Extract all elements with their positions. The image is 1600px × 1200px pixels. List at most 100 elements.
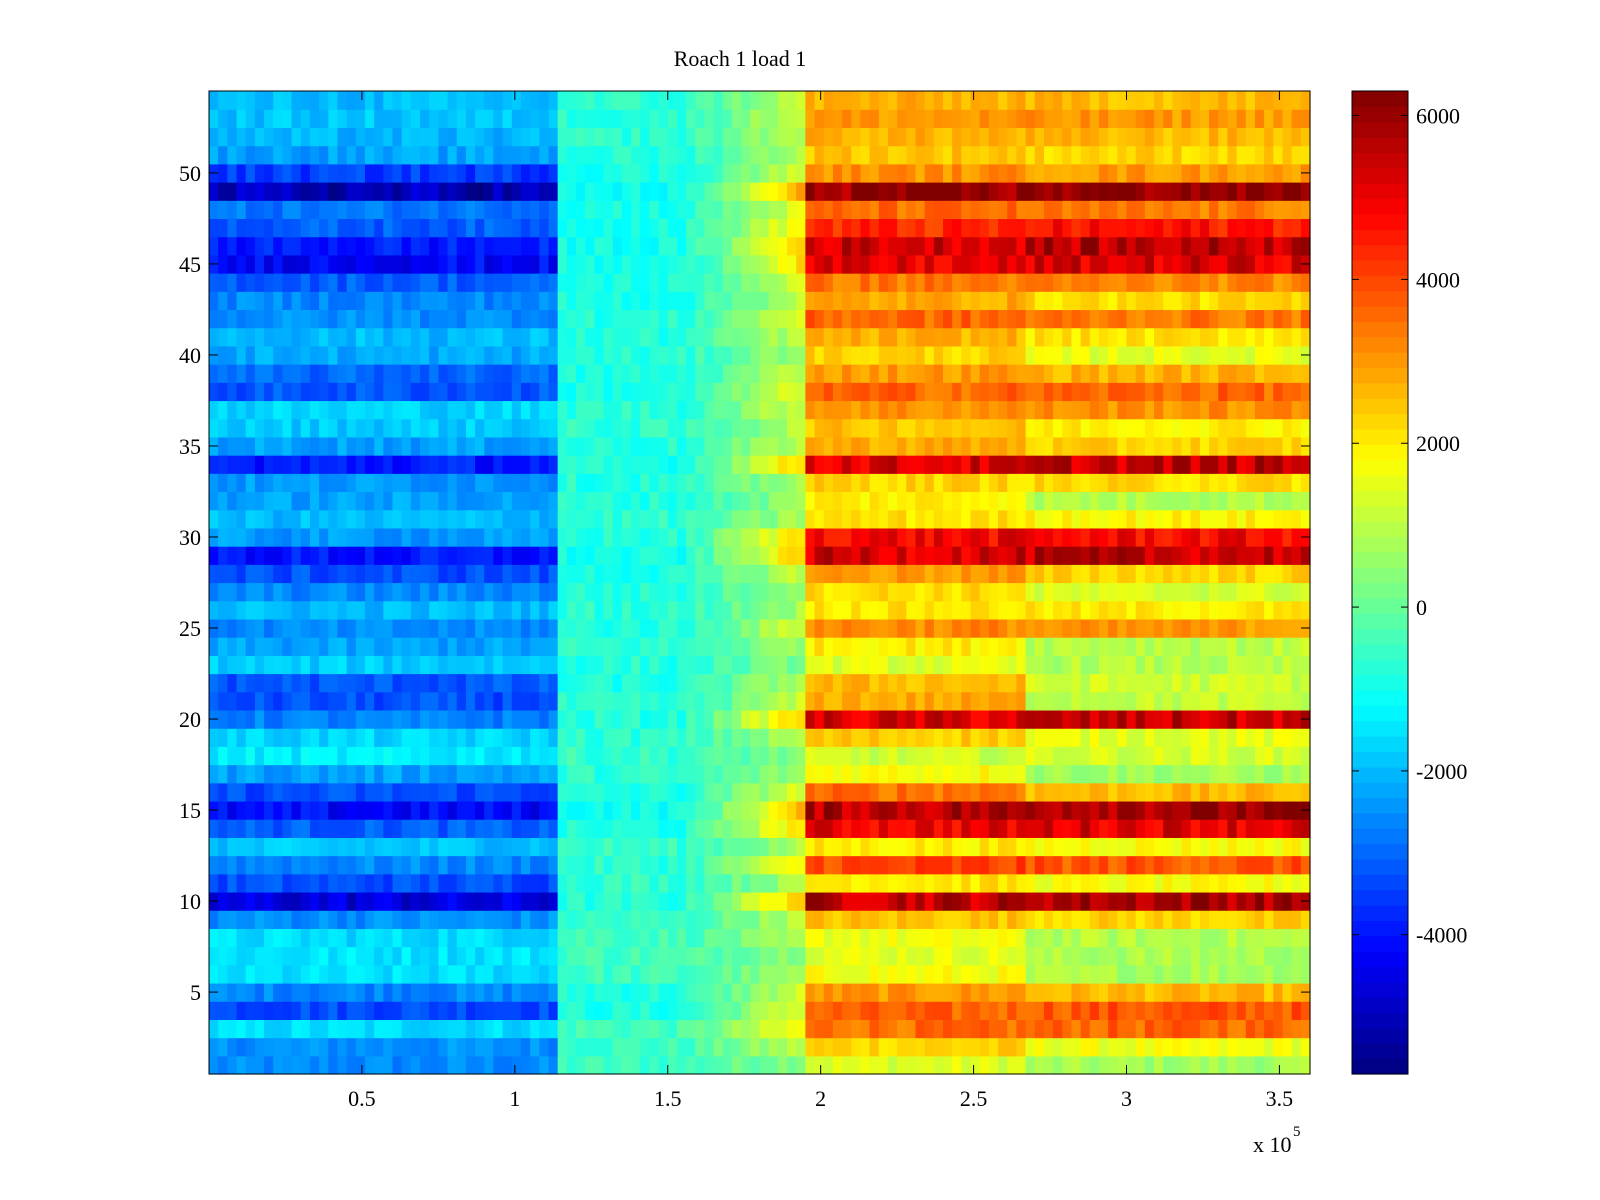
heatmap-cell bbox=[309, 910, 320, 929]
heatmap-cell bbox=[1098, 855, 1109, 875]
heatmap-cell bbox=[686, 673, 696, 693]
heatmap-cell bbox=[1053, 1037, 1063, 1057]
heatmap-cell bbox=[420, 637, 430, 656]
heatmap-cell bbox=[603, 709, 614, 729]
heatmap-cell bbox=[364, 582, 375, 602]
heatmap-cell bbox=[493, 400, 504, 420]
heatmap-cell bbox=[1126, 655, 1137, 675]
heatmap-cell bbox=[273, 309, 284, 329]
heatmap-cell bbox=[548, 546, 559, 565]
heatmap-cell bbox=[337, 564, 348, 584]
heatmap-cell bbox=[1236, 1001, 1247, 1020]
heatmap-cell bbox=[1135, 746, 1146, 766]
heatmap-cell bbox=[245, 364, 256, 383]
heatmap-cell bbox=[887, 1019, 898, 1039]
heatmap-cell bbox=[420, 891, 430, 911]
heatmap-cell bbox=[585, 655, 595, 675]
heatmap-cell bbox=[695, 618, 706, 638]
heatmap-cell bbox=[796, 491, 806, 511]
heatmap-cell bbox=[631, 473, 641, 493]
heatmap-cell bbox=[236, 982, 247, 1002]
heatmap-cell bbox=[218, 382, 228, 402]
heatmap-cell bbox=[621, 910, 632, 929]
heatmap-cell bbox=[264, 655, 274, 675]
heatmap-cell bbox=[557, 746, 568, 766]
heatmap-cell bbox=[420, 382, 430, 402]
heatmap-cell bbox=[264, 819, 274, 838]
heatmap-cell bbox=[612, 327, 623, 347]
heatmap-cell bbox=[364, 673, 375, 693]
heatmap-cell bbox=[1144, 800, 1155, 820]
heatmap-cell bbox=[1080, 655, 1091, 675]
heatmap-cell bbox=[906, 418, 917, 438]
heatmap-cell bbox=[1007, 928, 1018, 948]
heatmap-cell bbox=[309, 982, 320, 1002]
heatmap-cell bbox=[777, 691, 788, 711]
heatmap-cell bbox=[860, 910, 871, 929]
heatmap-cell bbox=[603, 382, 614, 402]
heatmap-cell bbox=[667, 782, 678, 802]
heatmap-cell bbox=[438, 1019, 449, 1039]
heatmap-cell bbox=[493, 364, 504, 383]
heatmap-cell bbox=[1108, 382, 1118, 402]
heatmap-cell bbox=[1254, 873, 1265, 893]
heatmap-cell bbox=[649, 728, 660, 747]
heatmap-cell bbox=[465, 436, 476, 456]
heatmap-cell bbox=[209, 782, 219, 802]
heatmap-cell bbox=[511, 382, 522, 402]
heatmap-cell bbox=[374, 837, 384, 857]
heatmap-cell bbox=[750, 345, 761, 365]
heatmap-cell bbox=[374, 728, 384, 747]
heatmap-cell bbox=[1181, 764, 1192, 784]
heatmap-cell bbox=[741, 418, 751, 438]
heatmap-cell bbox=[502, 637, 513, 656]
heatmap-cell bbox=[576, 382, 586, 402]
heatmap-cell bbox=[530, 837, 540, 857]
heatmap-cell bbox=[1199, 582, 1210, 602]
heatmap-cell bbox=[1007, 582, 1018, 602]
heatmap-cell bbox=[796, 964, 806, 984]
heatmap-cell bbox=[1300, 491, 1311, 511]
heatmap-cell bbox=[869, 309, 880, 329]
heatmap-cell bbox=[731, 1019, 742, 1039]
heatmap-cell bbox=[860, 819, 871, 838]
heatmap-cell bbox=[1034, 345, 1045, 365]
heatmap-cell bbox=[1034, 910, 1045, 929]
heatmap-cell bbox=[988, 819, 999, 838]
heatmap-cell bbox=[1144, 1037, 1155, 1057]
heatmap-cell bbox=[998, 946, 1008, 966]
heatmap-cell bbox=[502, 746, 513, 766]
heatmap-cell bbox=[1089, 928, 1100, 948]
heatmap-cell bbox=[1300, 673, 1311, 693]
heatmap-cell bbox=[245, 800, 256, 820]
heatmap-cell bbox=[1154, 473, 1164, 493]
heatmap-cell bbox=[1264, 491, 1274, 511]
heatmap-cell bbox=[236, 418, 247, 438]
heatmap-cell bbox=[493, 837, 504, 857]
heatmap-cell bbox=[731, 382, 742, 402]
heatmap-cell bbox=[796, 400, 806, 420]
heatmap-cell bbox=[1135, 655, 1146, 675]
heatmap-cell bbox=[1163, 1001, 1173, 1020]
heatmap-cell bbox=[750, 764, 761, 784]
heatmap-cell bbox=[915, 491, 926, 511]
heatmap-cell bbox=[1053, 1019, 1063, 1039]
heatmap-cell bbox=[860, 382, 871, 402]
heatmap-cell bbox=[1199, 891, 1210, 911]
heatmap-cell bbox=[1236, 800, 1247, 820]
heatmap-cell bbox=[227, 819, 238, 838]
heatmap-cell bbox=[832, 546, 843, 565]
heatmap-cell bbox=[906, 709, 917, 729]
heatmap-cell bbox=[319, 800, 329, 820]
heatmap-cell bbox=[475, 455, 485, 474]
heatmap-cell bbox=[1245, 800, 1256, 820]
heatmap-cell bbox=[1080, 1001, 1091, 1020]
heatmap-cell bbox=[475, 782, 485, 802]
heatmap-cell bbox=[998, 691, 1008, 711]
heatmap-cell bbox=[539, 637, 550, 656]
heatmap-cell bbox=[1043, 637, 1054, 656]
heatmap-cell bbox=[1053, 746, 1063, 766]
heatmap-cell bbox=[979, 436, 990, 456]
heatmap-cell bbox=[988, 509, 999, 529]
heatmap-cell bbox=[420, 400, 430, 420]
